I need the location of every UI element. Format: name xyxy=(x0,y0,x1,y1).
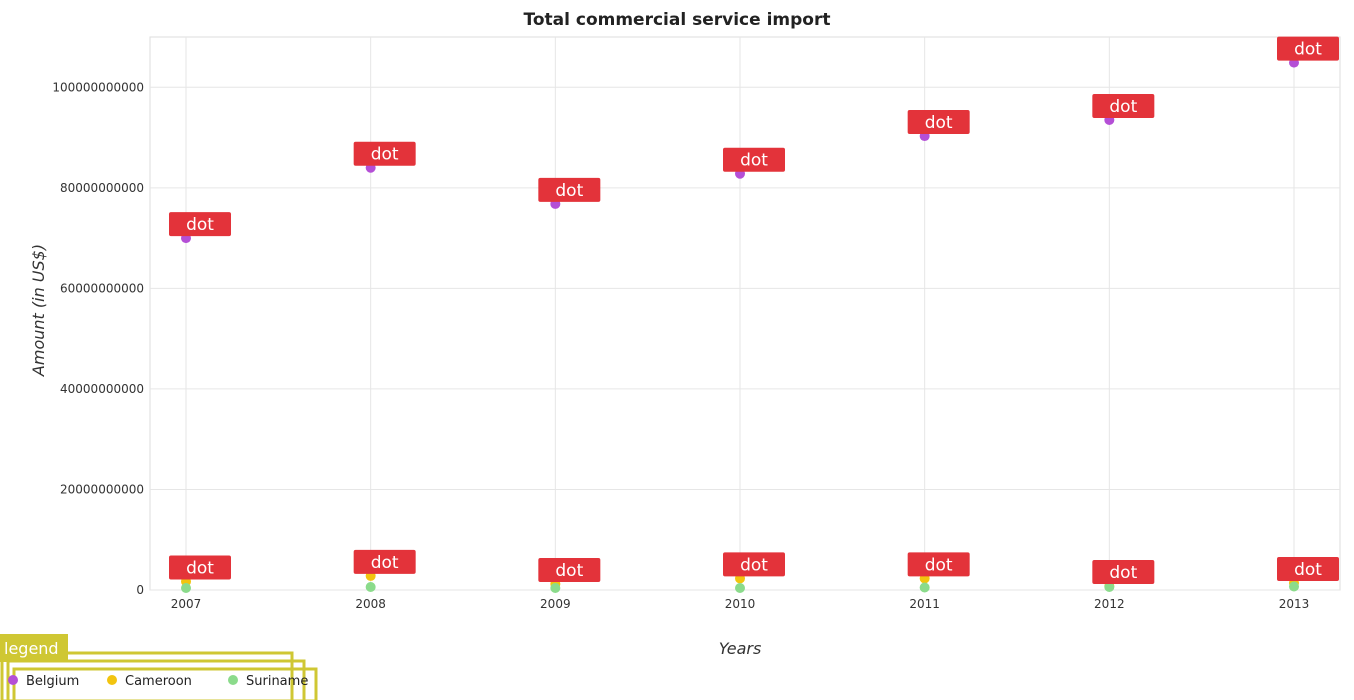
annotation-top-box xyxy=(169,212,231,237)
point-suriname xyxy=(735,582,745,593)
annotation-top-label: dot xyxy=(186,215,214,235)
annotation-bottom-label: dot xyxy=(371,553,399,573)
annotation-top-label: dot xyxy=(1294,40,1322,60)
annotation-top-label: dot xyxy=(555,181,583,201)
annotation-top-box xyxy=(538,177,601,202)
annotation-top-box xyxy=(1277,36,1339,61)
legend-label-suriname: Suriname xyxy=(246,674,308,689)
chart-title: Total commercial service import xyxy=(524,10,831,30)
y-tick-label: 20000000000 xyxy=(60,482,144,496)
legend-marker-belgium xyxy=(8,675,18,685)
point-suriname xyxy=(365,581,376,592)
x-tick-label: 2009 xyxy=(540,597,571,611)
annotation-bottom-label: dot xyxy=(186,558,214,578)
annotation-bottom-label: dot xyxy=(1294,560,1322,580)
annotation-bottom-label: dot xyxy=(1109,563,1137,583)
annotation-bottom-label: dot xyxy=(555,561,583,581)
legend-title: legend xyxy=(4,639,59,658)
y-tick-label: 0 xyxy=(136,583,144,597)
annotation-bottom-box xyxy=(1092,559,1155,584)
annotation-top-label: dot xyxy=(1109,97,1137,117)
annotation-top-box xyxy=(1092,93,1155,118)
legend-frame xyxy=(6,659,306,700)
annotation-top-box xyxy=(907,110,970,135)
point-suriname xyxy=(919,582,930,593)
x-tick-label: 2010 xyxy=(725,597,756,611)
legend-label-cameroon: Cameroon xyxy=(125,674,192,689)
x-tick-label: 2007 xyxy=(171,597,202,611)
axis-layer: 0 20000000000 40000000000 60000000000 800000… xyxy=(52,80,1309,611)
legend-marker-cameroon xyxy=(107,675,117,685)
grid-layer xyxy=(150,37,1340,591)
annotation-bottom-label: dot xyxy=(740,555,768,575)
y-tick-label: 60000000000 xyxy=(60,281,144,295)
annotation-bottom-box xyxy=(723,552,785,577)
annotation-bottom-box xyxy=(907,552,970,577)
annotation-top-label: dot xyxy=(925,113,953,133)
point-suriname xyxy=(1104,581,1115,592)
y-tick-label: 100000000000 xyxy=(52,80,144,94)
x-tick-label: 2011 xyxy=(909,597,940,611)
annotation-top-box xyxy=(723,147,785,172)
annotation-bottom-box xyxy=(538,557,601,582)
legend-label-belgium: Belgium xyxy=(26,674,79,689)
x-tick-label: 2013 xyxy=(1279,597,1310,611)
x-axis-label: Years xyxy=(719,639,762,658)
x-tick-label: 2008 xyxy=(355,597,386,611)
legend-title-box xyxy=(0,634,68,662)
annotation-top-label: dot xyxy=(371,145,399,165)
annotation-bottom-box xyxy=(1277,556,1339,581)
marks-layer: dot dot dot dot dot dot dot dot dot dot dot dot dot d… xyxy=(169,36,1339,593)
point-suriname xyxy=(550,582,561,593)
point-suriname xyxy=(181,582,191,593)
annotation-bottom-label: dot xyxy=(925,555,953,575)
annotation-bottom-box xyxy=(353,549,416,574)
legend-frame xyxy=(0,651,294,700)
legend: legend Belgium Cameroon Suriname xyxy=(0,634,318,700)
y-axis-label: Amount (in US$) xyxy=(29,244,48,377)
legend-frame xyxy=(12,667,318,700)
x-tick-label: 2012 xyxy=(1094,597,1125,611)
legend-marker-suriname xyxy=(228,675,238,685)
annotation-bottom-box xyxy=(169,555,231,580)
plot-area xyxy=(149,36,1341,591)
y-tick-label: 80000000000 xyxy=(60,181,144,195)
y-tick-label: 40000000000 xyxy=(60,382,144,396)
point-suriname xyxy=(1289,581,1299,592)
annotation-top-box xyxy=(353,141,416,166)
annotation-top-label: dot xyxy=(740,151,768,171)
